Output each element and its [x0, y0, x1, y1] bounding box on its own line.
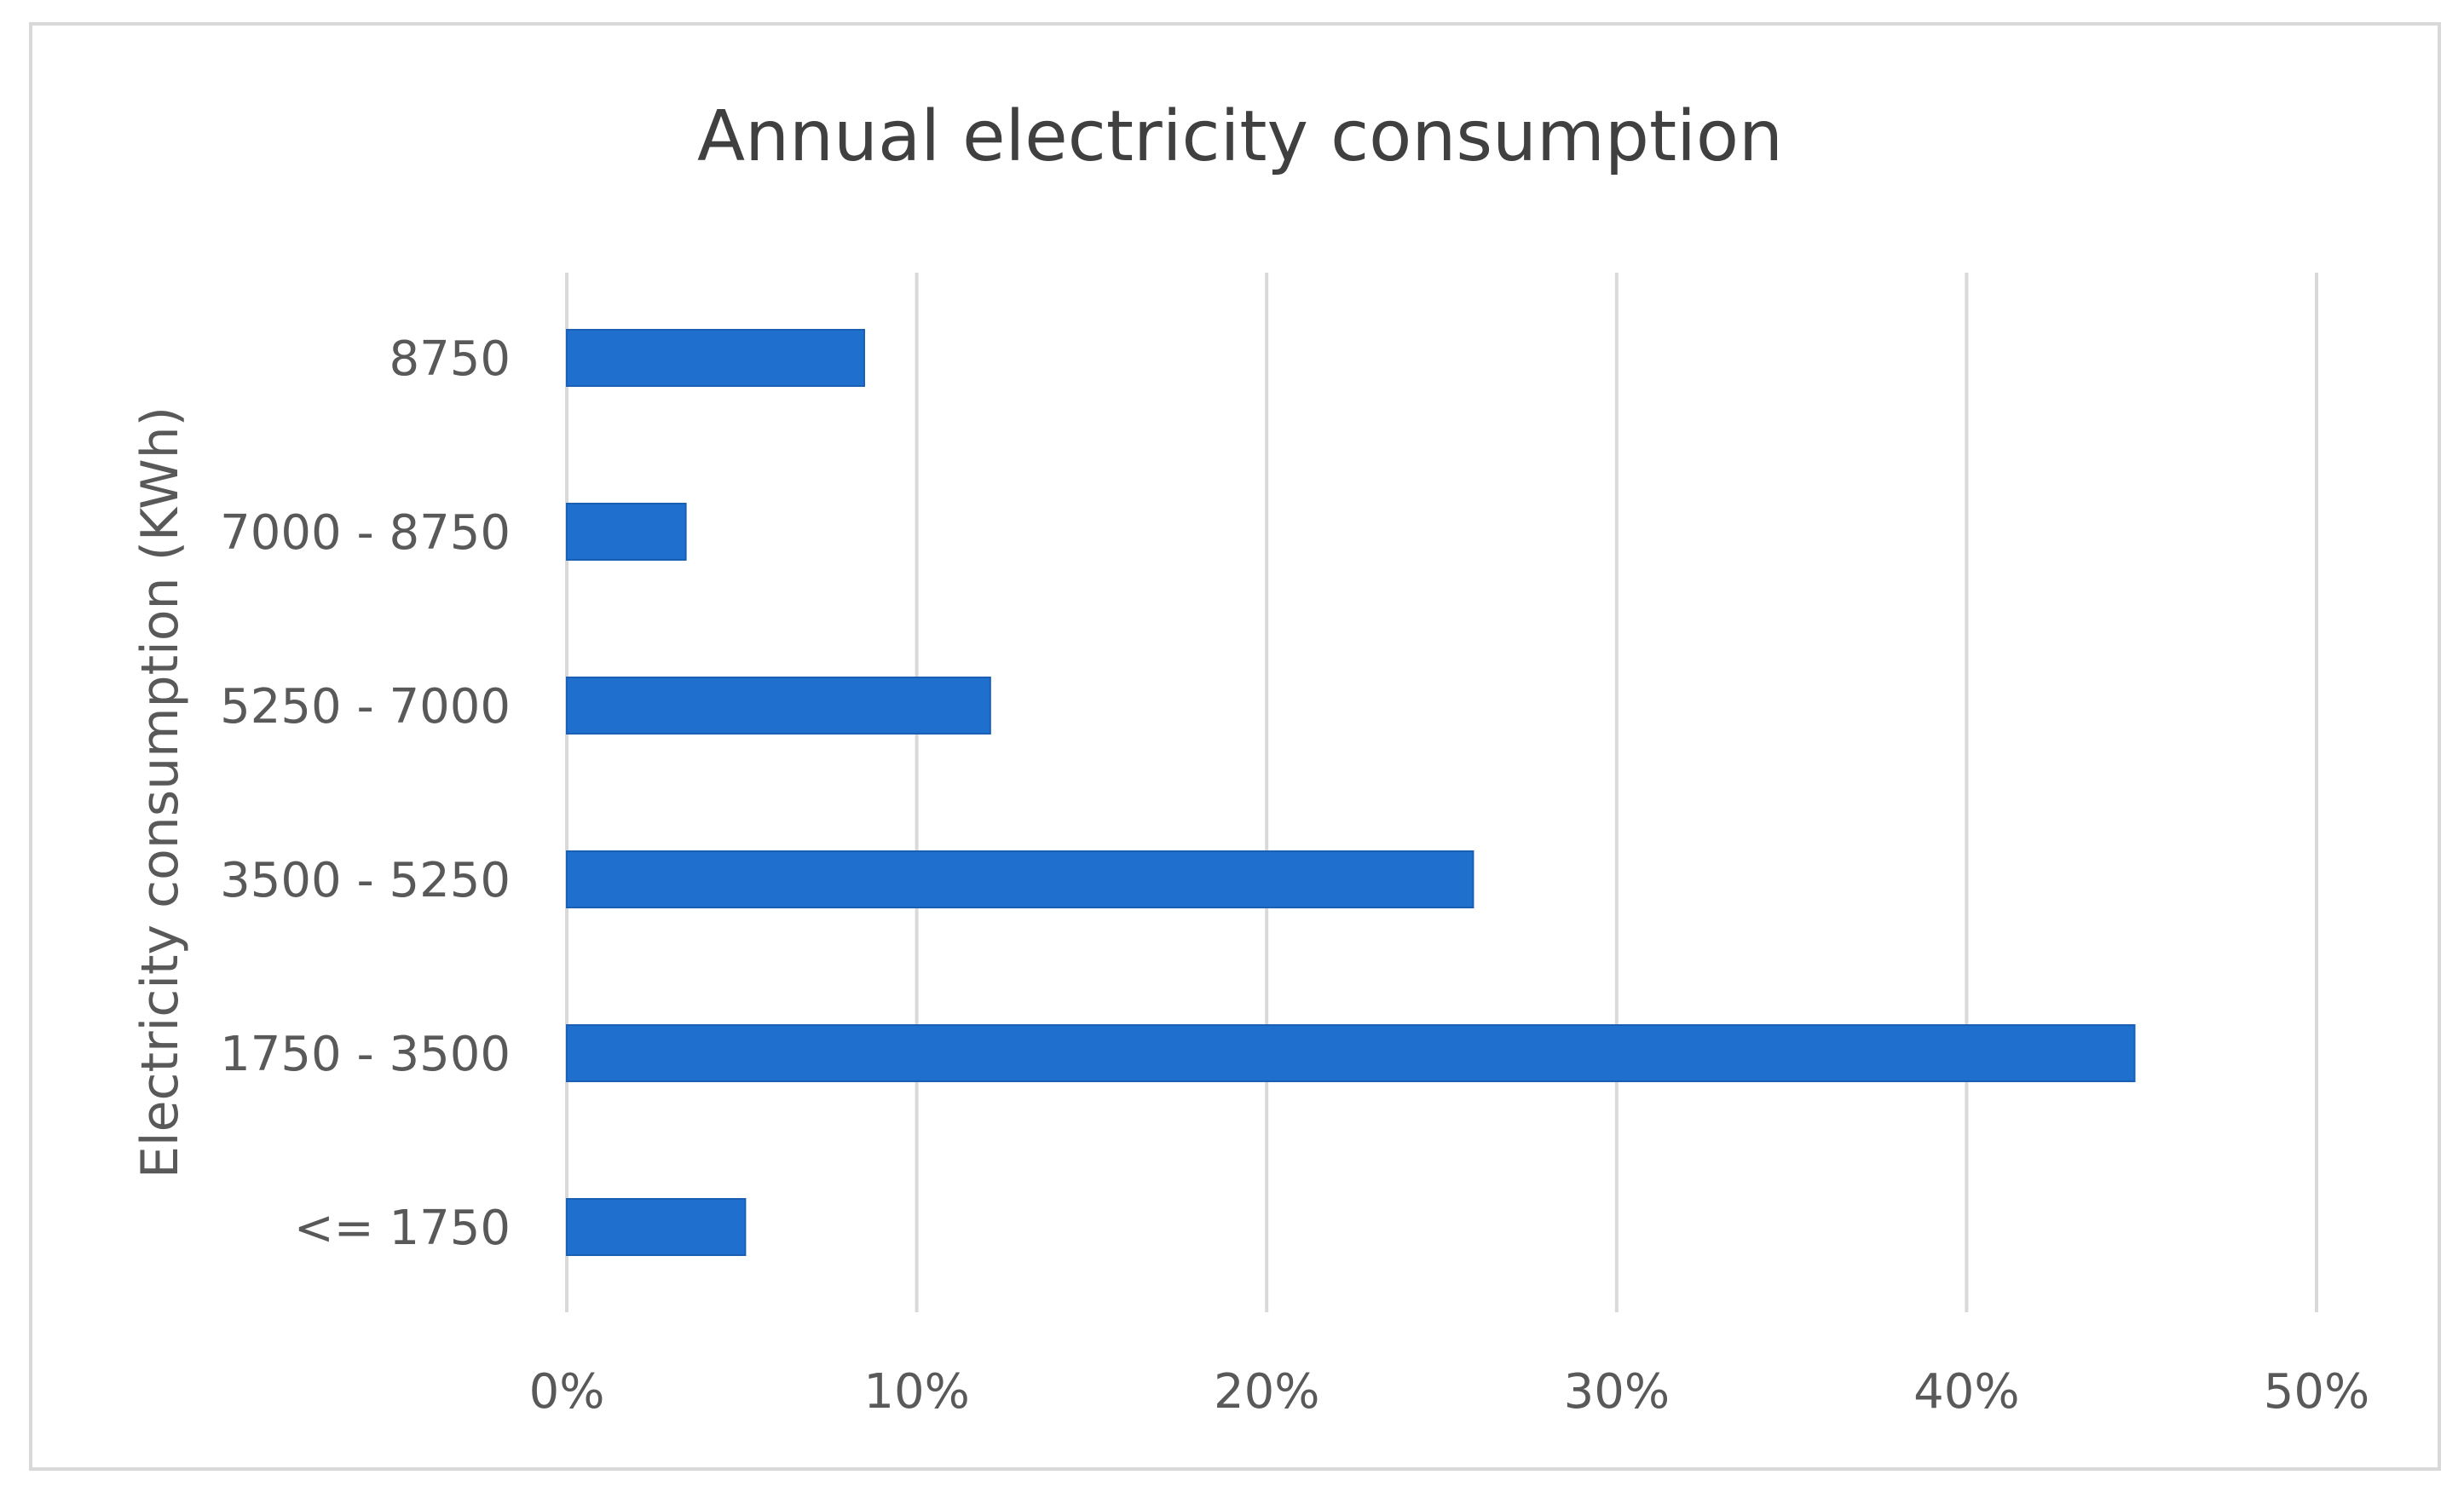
category-label: 5250 - 7000 — [220, 679, 511, 735]
x-tick-label: 0% — [529, 1364, 605, 1420]
category-label: <= 1750 — [294, 1201, 511, 1256]
category-label: 7000 - 8750 — [220, 505, 511, 561]
y-axis-label: Electricity consumption (KWh) — [130, 406, 190, 1178]
bar — [566, 1024, 2136, 1082]
category-labels: 8750 7000 - 8750 5250 - 7000 3500 - 5250 175… — [220, 331, 511, 1256]
category-label: 3500 - 5250 — [220, 853, 511, 908]
x-tick-label: 10% — [863, 1364, 969, 1420]
bar — [566, 1198, 747, 1256]
chart-title: Annual electricity consumption — [697, 96, 1783, 177]
category-label: 8750 — [389, 331, 511, 387]
chart-frame — [29, 22, 2441, 1471]
category-label: 1750 - 3500 — [220, 1027, 511, 1082]
bar — [566, 850, 1474, 908]
bar — [566, 677, 991, 735]
bars — [566, 329, 2136, 1256]
x-tick-label: 20% — [1214, 1364, 1319, 1420]
x-tick-label: 30% — [1564, 1364, 1670, 1420]
bar — [566, 503, 687, 561]
x-tick-label: 50% — [2264, 1364, 2369, 1420]
x-tick-label: 40% — [1913, 1364, 2019, 1420]
gridlines — [565, 273, 2318, 1312]
x-tick-labels: 0% 10% 20% 30% 40% 50% — [529, 1364, 2370, 1420]
bar — [566, 329, 866, 387]
